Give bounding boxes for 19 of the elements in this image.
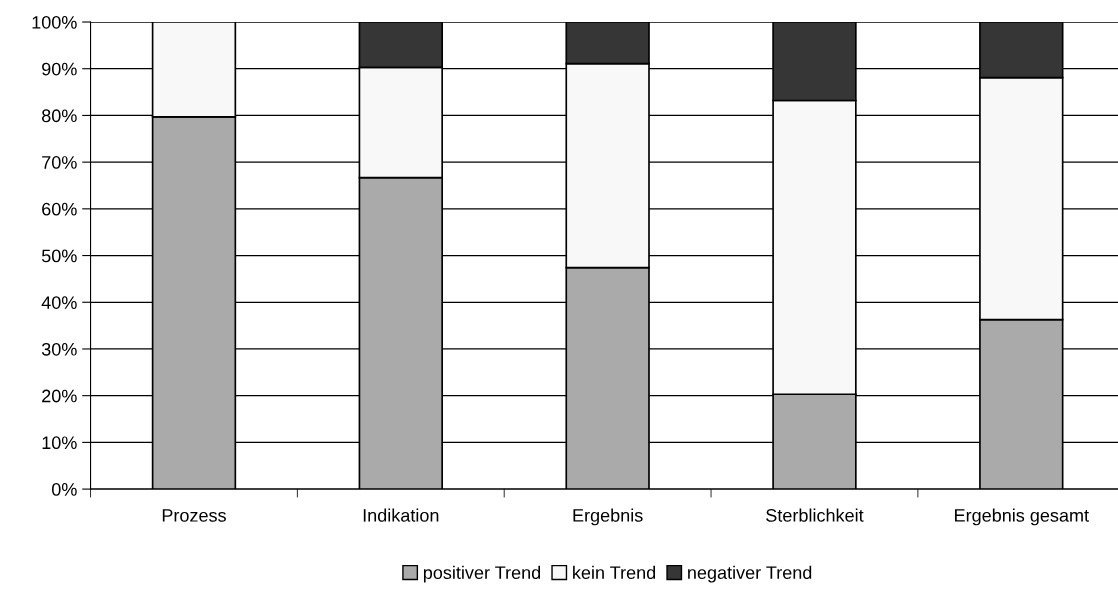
x-tick-label: Sterblichkeit (766, 508, 864, 522)
y-tick-label: 0% (51, 483, 77, 496)
legend-label: negativer Trend (688, 565, 812, 583)
legend-label: positiver Trend (423, 565, 541, 583)
y-tick-label: 50% (41, 249, 77, 263)
y-tick-label: 40% (41, 296, 77, 309)
y-tick-label: 70% (42, 156, 77, 169)
legend-label: kein Trend (573, 565, 656, 580)
y-tick-label: 100% (32, 15, 77, 29)
y-tick-label: 30% (41, 342, 77, 356)
y-tick-label: 20% (42, 389, 77, 403)
x-tick-label: Prozess (162, 509, 226, 522)
y-tick-label: 60% (42, 202, 77, 216)
y-tick-label: 90% (42, 62, 77, 76)
y-tick-label: 10% (42, 436, 77, 450)
x-tick-label: Indikation (363, 508, 439, 522)
y-tick-label: 80% (42, 109, 77, 123)
x-tick-label: Ergebnis gesamt (955, 508, 1089, 526)
x-tick-label: Ergebnis (573, 508, 643, 526)
